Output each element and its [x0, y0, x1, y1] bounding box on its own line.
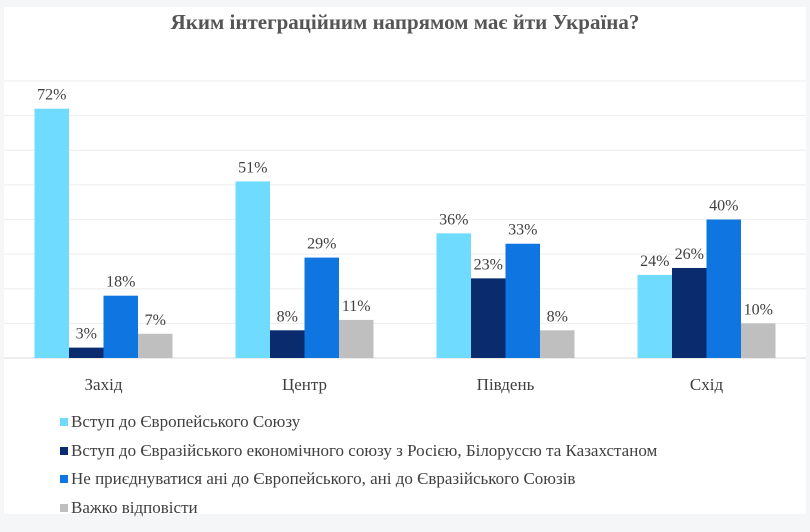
category-label: Центр [282, 375, 327, 394]
chart-panel [4, 7, 806, 514]
category-label: Схід [690, 375, 724, 394]
data-label: 51% [238, 159, 267, 176]
legend-item: Вступ до Європейського Союзу [60, 412, 300, 432]
chart-title: Яким інтеграційним напрямом має йти Укра… [170, 10, 640, 34]
data-label: 8% [547, 308, 568, 325]
data-label: 3% [76, 326, 97, 343]
data-label: 24% [640, 253, 669, 270]
legend-item: Важко відповісти [60, 498, 198, 518]
legend-swatch [60, 475, 68, 483]
data-label: 18% [106, 274, 135, 291]
legend-item: Вступ до Євразійського економічного союз… [60, 441, 657, 461]
bar [138, 333, 173, 358]
data-label: 36% [439, 211, 468, 228]
bar [235, 181, 270, 358]
category-label: Захід [85, 375, 123, 394]
data-label: 8% [277, 308, 298, 325]
bar [339, 319, 374, 358]
category-label: Південь [477, 375, 535, 394]
bar [637, 274, 672, 358]
data-label: 23% [474, 256, 503, 273]
legend-item: Не приєднуватися ані до Європейського, а… [60, 469, 575, 489]
bar [471, 278, 506, 358]
bar [672, 267, 707, 358]
data-label: 72% [37, 87, 66, 104]
data-label: 33% [508, 222, 537, 239]
legend-swatch [60, 503, 68, 512]
data-label: 29% [307, 236, 336, 253]
bar [436, 233, 471, 358]
data-label: 26% [675, 246, 704, 263]
legend-label: Важко відповісти [71, 497, 198, 517]
legend-label: Вступ до Європейського Союзу [71, 412, 301, 431]
bar [103, 295, 138, 358]
bar [741, 323, 776, 358]
legend-swatch [60, 446, 68, 455]
bar [540, 330, 575, 358]
bar [505, 243, 540, 358]
bar [304, 257, 339, 358]
data-label: 7% [145, 312, 166, 329]
legend-label: Не приєднуватися ані до Європейського, а… [71, 469, 576, 488]
bar [69, 347, 104, 358]
bar [270, 330, 305, 358]
legend-label: Вступ до Євразійського економічного союз… [71, 440, 658, 460]
data-label: 10% [744, 301, 773, 318]
bar [34, 108, 69, 358]
data-label: 11% [342, 298, 371, 315]
bar [706, 219, 741, 358]
data-label: 40% [709, 198, 738, 215]
legend-swatch [60, 418, 68, 426]
